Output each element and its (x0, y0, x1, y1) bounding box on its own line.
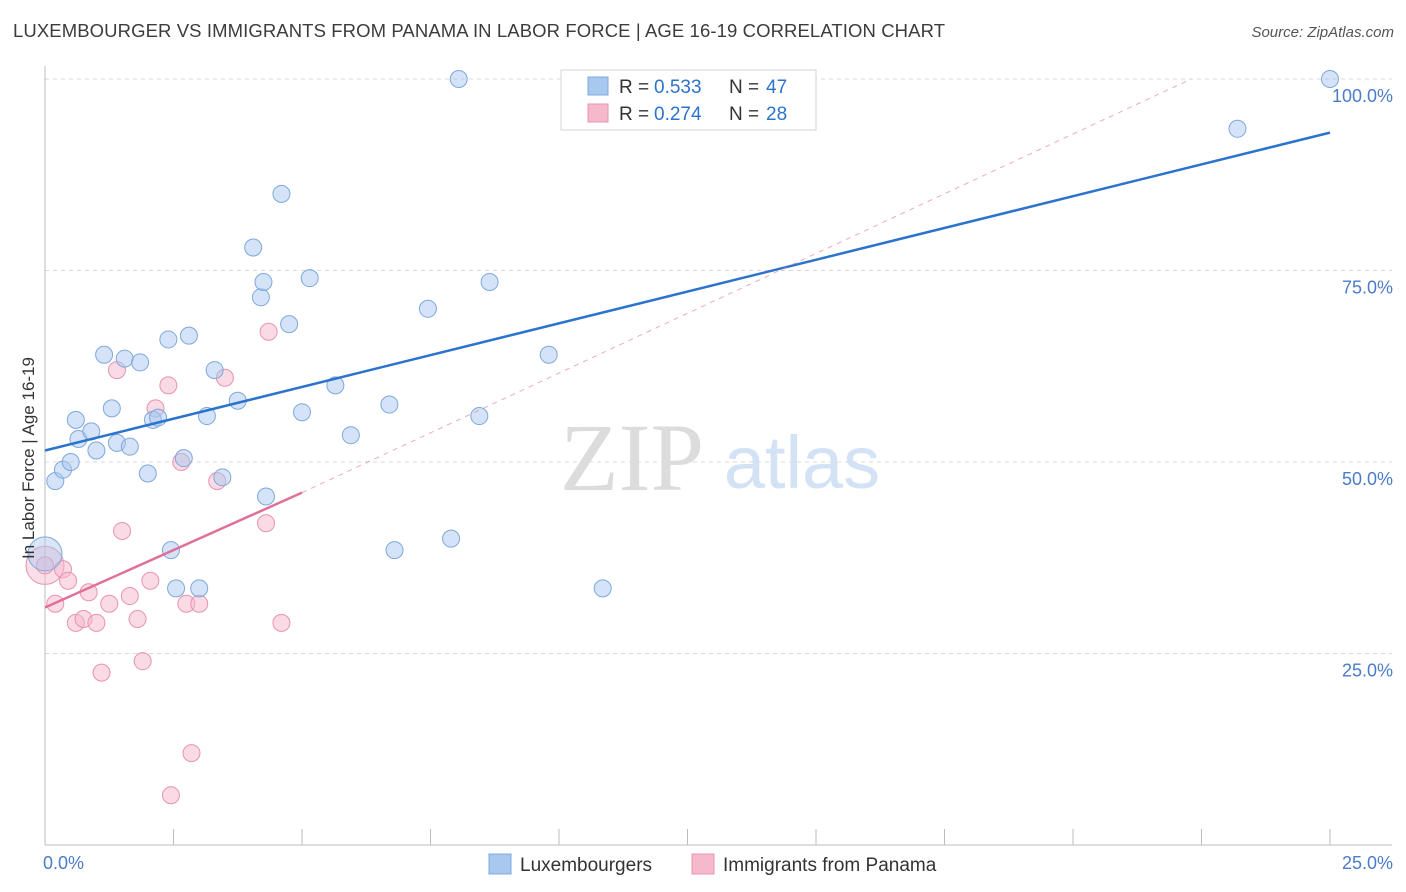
luxembourgers-point-29 (257, 487, 276, 506)
tick-labels: 25.0% 50.0% 75.0% 100.0% 0.0% 25.0% (43, 86, 1393, 873)
luxembourgers-point-10 (115, 349, 134, 368)
stats-r-value-2: 0.274 (654, 104, 702, 125)
grid-lines (45, 78, 1392, 654)
y-tick-label-25: 25.0% (1342, 661, 1393, 681)
stats-r-label-1: R = (619, 77, 649, 98)
panama-point-17 (159, 376, 178, 395)
luxembourgers-point-43 (539, 345, 558, 364)
stats-n-value-2: 28 (766, 104, 787, 125)
luxembourgers-point-34 (326, 376, 345, 395)
trend-line-panama-extrapolated (301, 78, 1192, 494)
stats-r-value-1: 0.533 (654, 77, 702, 98)
luxembourgers-point-26 (244, 238, 263, 257)
panama-point-22 (190, 594, 209, 613)
luxembourgers-point-41 (470, 407, 489, 426)
luxembourgers-point-11 (120, 437, 139, 456)
panama-point-0 (36, 556, 54, 575)
luxembourgers-point-24 (213, 468, 232, 487)
luxembourgers-point-37 (385, 541, 404, 560)
trend-line-panama (44, 491, 303, 609)
luxembourgers-point-21 (190, 579, 209, 598)
panama-point-27 (272, 613, 291, 632)
luxembourgers-point-16 (159, 330, 178, 349)
panama-point-14 (133, 652, 152, 671)
luxembourgers-point-33 (300, 269, 319, 288)
watermark: ZIP atlas (560, 404, 880, 511)
luxembourgers-point-38 (418, 299, 437, 318)
luxembourgers-point-2 (61, 453, 80, 471)
luxembourgers-point-28 (254, 272, 273, 291)
y-tick-label-75: 75.0% (1342, 278, 1393, 298)
panama-point-9 (100, 594, 119, 613)
luxembourgers-point-20 (179, 326, 198, 345)
panama-point-26 (259, 322, 278, 341)
svg-text:R =: R = (619, 77, 649, 98)
luxembourgers-point-32 (293, 403, 311, 422)
luxembourgers-point-19 (174, 449, 193, 468)
source-credit: Source: ZipAtlas.com (1251, 24, 1394, 41)
stats-legend-swatch-blue (587, 76, 609, 96)
panama-point-3 (59, 571, 78, 590)
trend-lines (44, 78, 1331, 609)
trend-line-luxembourgers (44, 131, 1331, 452)
watermark-zip: ZIP (560, 404, 704, 511)
panama-point-11 (113, 521, 132, 540)
luxembourgers-point-30 (272, 184, 291, 203)
luxembourgers-point-3 (66, 410, 85, 429)
luxembourgers-point-36 (380, 395, 399, 414)
y-tick-label-50: 50.0% (1342, 469, 1393, 489)
panama-point-18 (161, 786, 180, 805)
legend-swatch-panama (691, 853, 715, 875)
stats-legend: R = 0.533 N = 47 R = 0.274 N = 28 (560, 69, 817, 131)
series-luxembourgers-points (27, 70, 1339, 598)
luxembourgers-point-18 (167, 579, 186, 598)
luxembourgers-point-6 (87, 441, 106, 460)
luxembourgers-point-8 (102, 399, 121, 418)
y-axis-label: In Labor Force | Age 16-19 (19, 357, 38, 559)
stats-n-label-2: N = (729, 104, 759, 125)
stats-r-label-2: R = (619, 104, 649, 125)
luxembourgers-point-23 (205, 361, 224, 380)
luxembourgers-point-44 (593, 579, 612, 598)
panama-point-8 (92, 663, 111, 682)
luxembourgers-point-35 (341, 426, 360, 445)
x-tick-label-max: 25.0% (1342, 853, 1393, 873)
stats-n-label-1: N = (729, 77, 759, 98)
luxembourgers-point-39 (442, 529, 461, 548)
luxembourgers-point-7 (95, 345, 114, 364)
luxembourgers-point-31 (280, 315, 299, 334)
panama-point-12 (120, 587, 139, 606)
y-tick-label-100: 100.0% (1332, 86, 1393, 106)
x-tick-label-min: 0.0% (43, 853, 84, 873)
panama-point-21 (182, 744, 201, 763)
panama-point-7 (87, 613, 106, 632)
legend-swatch-luxembourgers (488, 853, 512, 875)
luxembourgers-point-42 (480, 272, 499, 291)
watermark-atlas: atlas (724, 421, 880, 504)
luxembourgers-point-46 (1321, 70, 1339, 88)
series-panama-points (25, 322, 291, 805)
series-legend: Luxembourgers Immigrants from Panama (488, 853, 937, 876)
legend-label-panama: Immigrants from Panama (723, 855, 937, 876)
stats-legend-swatch-pink (587, 103, 609, 123)
axes (44, 66, 1392, 846)
large-point-luxembourgers (27, 536, 63, 572)
legend-label-luxembourgers: Luxembourgers (520, 855, 652, 876)
luxembourgers-point-12 (131, 353, 150, 372)
luxembourgers-point-45 (1228, 119, 1247, 138)
chart-title: LUXEMBOURGER VS IMMIGRANTS FROM PANAMA I… (13, 20, 946, 41)
luxembourgers-point-40 (449, 70, 468, 88)
panama-point-15 (141, 571, 160, 590)
panama-point-25 (257, 514, 276, 533)
panama-point-13 (128, 610, 147, 629)
luxembourgers-point-27 (251, 288, 270, 307)
stats-n-value-1: 47 (766, 77, 787, 98)
luxembourgers-point-13 (138, 464, 157, 483)
